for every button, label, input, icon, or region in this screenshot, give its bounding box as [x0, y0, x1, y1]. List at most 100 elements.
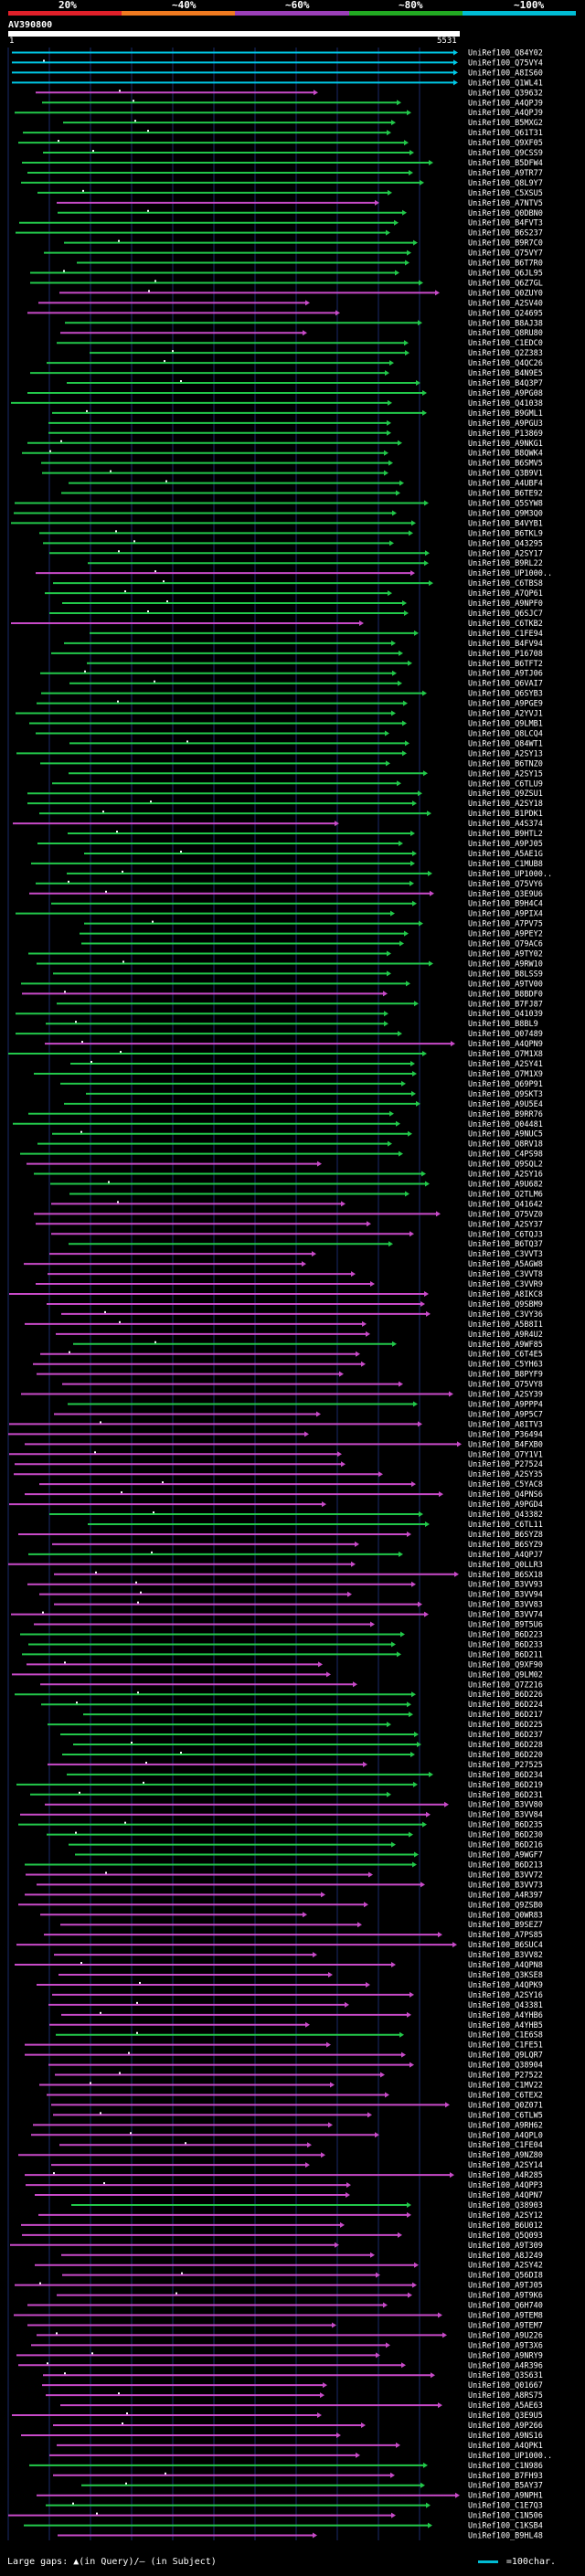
hit-label[interactable]: UniRef100_Q75VY4: [468, 58, 543, 68]
hit-label[interactable]: UniRef100_Q75VY8: [468, 1381, 543, 1390]
hit-label[interactable]: UniRef100_C1MUB8: [468, 860, 543, 869]
hit-label[interactable]: UniRef100_A4S374: [468, 820, 543, 829]
hit-label[interactable]: UniRef100_B8BL9: [468, 1020, 538, 1029]
hit-label[interactable]: UniRef100_A4QPN7: [468, 2191, 543, 2200]
hit-label[interactable]: UniRef100_A4YHB5: [468, 2021, 543, 2030]
hit-label[interactable]: UniRef100_Q04481: [468, 1120, 543, 1129]
hit-label[interactable]: UniRef100_P16708: [468, 650, 543, 659]
hit-label[interactable]: UniRef100_A9U226: [468, 2331, 543, 2340]
hit-label[interactable]: UniRef100_Q3B9V1: [468, 470, 543, 479]
hit-label[interactable]: UniRef100_B6TNZ0: [468, 759, 543, 769]
hit-label[interactable]: UniRef100_A9PEY2: [468, 930, 543, 939]
hit-label[interactable]: UniRef100_A4QPN8: [468, 1961, 543, 1970]
hit-label[interactable]: UniRef100_B6D231: [468, 1791, 543, 1800]
hit-label[interactable]: UniRef100_Q43295: [468, 539, 543, 548]
hit-label[interactable]: UniRef100_Q5SYW8: [468, 499, 543, 508]
hit-label[interactable]: UniRef100_Q7Y1V1: [468, 1450, 543, 1459]
hit-label[interactable]: UniRef100_Q1WL41: [468, 79, 543, 88]
hit-label[interactable]: UniRef100_A7PV75: [468, 920, 543, 929]
hit-label[interactable]: UniRef100_B3VV84: [468, 1811, 543, 1820]
hit-label[interactable]: UniRef100_C3VVR9: [468, 1280, 543, 1289]
hit-label[interactable]: UniRef100_A2SY16: [468, 1991, 543, 2000]
hit-label[interactable]: UniRef100_B8PYF9: [468, 1371, 543, 1380]
hit-label[interactable]: UniRef100_A9T309: [468, 2242, 543, 2251]
hit-label[interactable]: UniRef100_Q43381: [468, 2001, 543, 2010]
hit-label[interactable]: UniRef100_Q0LLR3: [468, 1561, 543, 1570]
hit-label[interactable]: UniRef100_B9HTL2: [468, 830, 543, 839]
hit-label[interactable]: UniRef100_Q3S631: [468, 2371, 543, 2380]
hit-label[interactable]: UniRef100_C1MV22: [468, 2082, 543, 2091]
hit-label[interactable]: UniRef100_C5YAC8: [468, 1480, 543, 1489]
hit-label[interactable]: UniRef100_C1KSB4: [468, 2522, 543, 2531]
hit-label[interactable]: UniRef100_C6TLU9: [468, 779, 543, 789]
hit-label[interactable]: UniRef100_B8AJ38: [468, 319, 543, 328]
hit-label[interactable]: UniRef100_A8RS75: [468, 2391, 543, 2401]
hit-label[interactable]: UniRef100_B4Q3P7: [468, 379, 543, 388]
hit-label[interactable]: UniRef100_Q2Z383: [468, 349, 543, 358]
hit-label[interactable]: UniRef100_B6D223: [468, 1630, 543, 1639]
hit-label[interactable]: UniRef100_Q9SBM9: [468, 1300, 543, 1309]
hit-label[interactable]: UniRef100_A4QPN9: [468, 1040, 543, 1049]
hit-label[interactable]: UniRef100_C6TEX2: [468, 2091, 543, 2100]
hit-label[interactable]: UniRef100_A2SY14: [468, 2161, 543, 2170]
hit-label[interactable]: UniRef100_A9NUC5: [468, 1130, 543, 1140]
hit-label[interactable]: UniRef100_B5AY37: [468, 2482, 543, 2491]
hit-label[interactable]: UniRef100_A8ITV3: [468, 1420, 543, 1429]
hit-label[interactable]: UniRef100_A4QPP3: [468, 2181, 543, 2190]
hit-label[interactable]: UniRef100_A9TJ05: [468, 2282, 543, 2291]
hit-label[interactable]: UniRef100_B6T7R0: [468, 260, 543, 269]
hit-label[interactable]: UniRef100_A2SY12: [468, 2211, 543, 2221]
hit-label[interactable]: UniRef100_B6TKL9: [468, 529, 543, 538]
hit-label[interactable]: UniRef100_Q9XF90: [468, 1660, 543, 1670]
hit-label[interactable]: UniRef100_Q9LMB1: [468, 720, 543, 729]
hit-label[interactable]: UniRef100_B6D235: [468, 1821, 543, 1830]
hit-label[interactable]: UniRef100_Q9ZSB0: [468, 1901, 543, 1910]
hit-label[interactable]: UniRef100_Q38903: [468, 2201, 543, 2210]
hit-label[interactable]: UniRef100_C6TKB2: [468, 620, 543, 629]
hit-label[interactable]: UniRef100_A2SY15: [468, 769, 543, 779]
hit-label[interactable]: UniRef100_P27525: [468, 1761, 543, 1770]
hit-label[interactable]: UniRef100_A9TJ06: [468, 670, 543, 679]
hit-label[interactable]: UniRef100_A2SY39: [468, 1391, 543, 1400]
hit-label[interactable]: UniRef100_A9RW10: [468, 959, 543, 969]
hit-label[interactable]: UniRef100_B4FXB0: [468, 1440, 543, 1449]
hit-label[interactable]: UniRef100_A4R396: [468, 2361, 543, 2370]
hit-label[interactable]: UniRef100_B4N9E5: [468, 369, 543, 378]
hit-label[interactable]: UniRef100_Q75VZ0: [468, 1210, 543, 1219]
hit-label[interactable]: UniRef100_B6D213: [468, 1860, 543, 1870]
hit-label[interactable]: UniRef100_B3VV82: [468, 1951, 543, 1960]
hit-label[interactable]: UniRef100_A8IKC8: [468, 1290, 543, 1299]
hit-label[interactable]: UniRef100_B4VYB1: [468, 519, 543, 528]
hit-label[interactable]: UniRef100_A4QPJ7: [468, 1551, 543, 1560]
hit-label[interactable]: UniRef100_Q2TLM6: [468, 1190, 543, 1199]
hit-label[interactable]: UniRef100_A9PJ05: [468, 840, 543, 849]
hit-label[interactable]: UniRef100_C6TLW5: [468, 2111, 543, 2120]
hit-label[interactable]: UniRef100_B9RL22: [468, 559, 543, 568]
hit-label[interactable]: UniRef100_Q6SJC7: [468, 610, 543, 619]
hit-label[interactable]: UniRef100_C1FE51: [468, 2041, 543, 2051]
hit-label[interactable]: UniRef100_C6TL11: [468, 1521, 543, 1530]
hit-label[interactable]: UniRef100_B5DFW4: [468, 159, 543, 168]
hit-label[interactable]: UniRef100_A4QPK1: [468, 2442, 543, 2451]
hit-label[interactable]: UniRef100_B6D237: [468, 1731, 543, 1740]
hit-label[interactable]: UniRef100_A4QPL0: [468, 2131, 543, 2140]
hit-label[interactable]: UniRef100_B9RR76: [468, 1110, 543, 1119]
hit-label[interactable]: UniRef100_B9T5U6: [468, 1621, 543, 1630]
hit-label[interactable]: UniRef100_Q9M3Q0: [468, 509, 543, 518]
hit-label[interactable]: UniRef100_B7FH93: [468, 2472, 543, 2481]
hit-label[interactable]: UniRef100_Q8LCQ4: [468, 729, 543, 738]
hit-label[interactable]: UniRef100_B7FJ87: [468, 1000, 543, 1009]
hit-label[interactable]: UniRef100_A9R4U2: [468, 1330, 543, 1340]
hit-label[interactable]: UniRef100_A4UBF4: [468, 480, 543, 489]
hit-label[interactable]: UniRef100_A5AE1G: [468, 850, 543, 859]
hit-label[interactable]: UniRef100_B9HL48: [468, 2532, 543, 2540]
hit-label[interactable]: UniRef100_B3VV93: [468, 1581, 543, 1590]
hit-label[interactable]: UniRef100_B4FV94: [468, 640, 543, 649]
hit-label[interactable]: UniRef100_C3VVT8: [468, 1270, 543, 1279]
hit-label[interactable]: UniRef100_Q41039: [468, 1010, 543, 1019]
hit-label[interactable]: UniRef100_A8IS60: [468, 69, 543, 78]
hit-label[interactable]: UniRef100_A9PIX4: [468, 910, 543, 919]
hit-label[interactable]: UniRef100_B3VV72: [468, 1871, 543, 1880]
hit-label[interactable]: UniRef100_A9PG08: [468, 389, 543, 398]
hit-label[interactable]: UniRef100_A9NZ80: [468, 2151, 543, 2160]
